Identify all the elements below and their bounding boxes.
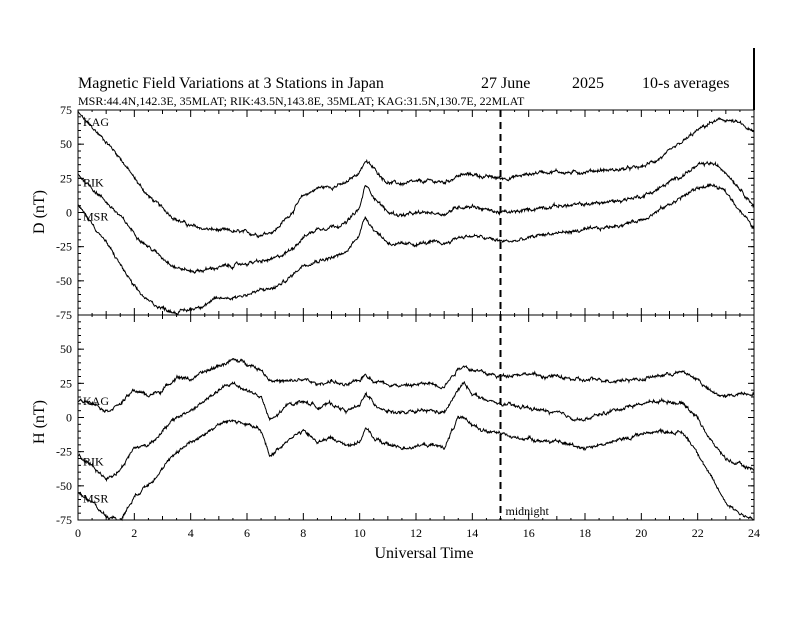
x-tick-label: 4 — [188, 526, 194, 540]
x-tick-label: 16 — [523, 526, 535, 540]
y-tick-label-d: -25 — [56, 240, 72, 254]
series-label-h-msr: MSR — [83, 491, 108, 505]
x-tick-label: 18 — [579, 526, 591, 540]
series-line-h-rik — [77, 380, 755, 483]
series-label-d-rik: RIK — [83, 175, 104, 189]
series-label-d-msr: MSR — [83, 209, 108, 223]
y-tick-label-h: -75 — [56, 513, 72, 527]
series-line-d-msr — [77, 183, 755, 316]
y-axis-label-d: D (nT) — [31, 190, 48, 234]
series-label-d-kag: KAG — [83, 115, 109, 129]
x-tick-label: 8 — [300, 526, 306, 540]
y-tick-label-d: -50 — [56, 274, 72, 288]
y-tick-label-d: 0 — [66, 206, 72, 220]
axis-ticks — [77, 109, 755, 521]
series-line-d-kag — [77, 110, 755, 239]
series-labels: KAG RIK MSR KAG RIK MSR — [83, 115, 109, 506]
y-tick-label-h: 50 — [60, 342, 72, 356]
panel-d-series — [77, 110, 755, 316]
x-tick-label: 10 — [354, 526, 366, 540]
x-tick-label: 12 — [410, 526, 422, 540]
series-line-h-msr — [77, 415, 755, 522]
x-tick-label: 14 — [466, 526, 478, 540]
y-tick-label-d: 75 — [60, 103, 72, 117]
y-tick-label-h: -25 — [56, 445, 72, 459]
series-line-h-kag — [77, 357, 755, 413]
y-tick-label-h: -50 — [56, 479, 72, 493]
y-tick-label-d: 25 — [60, 171, 72, 185]
midnight-label: midnight — [506, 504, 550, 518]
y-tick-label-h: 25 — [60, 376, 72, 390]
series-label-h-rik: RIK — [83, 455, 104, 469]
chart-date: 27 June — [481, 75, 530, 92]
x-tick-label: 2 — [131, 526, 137, 540]
x-tick-label: 20 — [635, 526, 647, 540]
y-tick-label-d: -75 — [56, 308, 72, 322]
chart-subtitle: MSR:44.4N,142.3E, 35MLAT; RIK:43.5N,143.… — [78, 94, 525, 108]
x-tick-label: 0 — [75, 526, 81, 540]
x-tick-label: 6 — [244, 526, 250, 540]
y-axis-label-h: H (nT) — [31, 400, 48, 444]
y-tick-label-h: 0 — [66, 411, 72, 425]
chart-averaging: 10-s averages — [642, 75, 730, 92]
series-line-d-rik — [77, 160, 755, 275]
series-label-h-kag: KAG — [83, 394, 109, 408]
chart-title: Magnetic Field Variations at 3 Stations … — [78, 75, 384, 92]
x-tick-label: 24 — [748, 526, 760, 540]
x-tick-label: 22 — [692, 526, 704, 540]
chart-year: 2025 — [572, 75, 604, 92]
panel-h-series — [77, 357, 755, 522]
x-axis-label: Universal Time — [374, 545, 473, 562]
y-tick-label-d: 50 — [60, 137, 72, 151]
